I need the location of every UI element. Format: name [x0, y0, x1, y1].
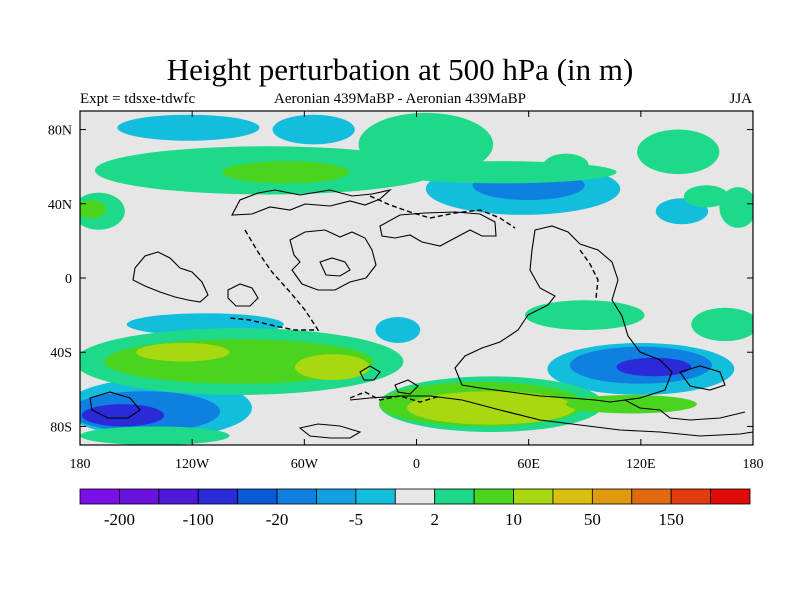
region-level-2	[683, 185, 729, 208]
colorbar-swatch	[434, 488, 475, 505]
colorbar-swatch	[276, 488, 317, 505]
colorbar-label: -5	[349, 510, 363, 529]
colorbar-label: -200	[104, 510, 135, 529]
region-level-2	[358, 112, 494, 176]
colorbar-swatch	[670, 488, 711, 505]
x-tick-label: 180	[70, 457, 91, 472]
plate-boundary-east	[579, 249, 599, 299]
region-level-2	[637, 129, 720, 175]
colorbar-label: -100	[183, 510, 214, 529]
colorbar-swatch	[197, 488, 239, 505]
region-level-2	[524, 300, 645, 330]
colorbar-swatch	[710, 488, 751, 505]
colorbar: -200 -100 -20 -5 2 10 50 150	[79, 488, 751, 529]
colorbar-swatch	[119, 488, 160, 505]
region-level--5	[375, 316, 421, 343]
region-level--100	[81, 404, 165, 427]
coastline-large-continent	[454, 225, 673, 403]
region-level--100	[616, 357, 692, 377]
x-axis: 180 120W 60W 0 60E 120E 180	[70, 111, 764, 472]
colorbar-swatch	[158, 488, 199, 505]
region-level-50	[294, 354, 370, 381]
region-level-10	[80, 200, 107, 219]
colorbar-label: 10	[505, 510, 522, 529]
colorbar-swatch	[79, 488, 120, 505]
region-level-10	[222, 161, 350, 184]
colorbar-label: 50	[584, 510, 601, 529]
region-level-50	[136, 342, 230, 362]
region-level--5	[117, 114, 260, 141]
coastline-north-bay	[319, 257, 351, 277]
perturbation-fields	[80, 112, 753, 445]
coastline-southern-islets	[359, 365, 419, 395]
coastline-western-island	[227, 283, 259, 307]
colorbar-label: -20	[266, 510, 289, 529]
y-axis: 80N 40N 0 40S 80S	[48, 124, 753, 435]
coastline-eastern-land	[379, 211, 497, 247]
chart-title: Height perturbation at 500 hPa (in m)	[166, 52, 634, 87]
x-tick-label: 60W	[291, 457, 319, 472]
colorbar-swatch	[316, 488, 357, 505]
colorbar-swatch	[631, 488, 672, 505]
period-label: Aeronian 439MaBP - Aeronian 439MaBP	[274, 91, 526, 107]
experiment-label: Expt = tdsxe-tdwfc	[80, 91, 196, 107]
colorbar-swatch	[591, 488, 633, 505]
plate-boundary-north	[369, 195, 516, 229]
coastline-southern-island	[298, 423, 362, 439]
region-level-2	[543, 153, 589, 176]
region-level-2	[691, 307, 753, 342]
y-tick-label: 0	[65, 272, 72, 287]
plate-boundaries	[229, 195, 599, 403]
x-tick-label: 60E	[517, 457, 540, 472]
colorbar-label: 150	[658, 510, 684, 529]
y-tick-label: 40N	[48, 198, 72, 213]
colorbar-swatch	[355, 488, 396, 505]
coastline-southwest-land	[89, 391, 141, 419]
region-level--5	[272, 114, 355, 145]
coastline-western-land	[132, 251, 209, 303]
colorbar-swatch	[513, 488, 554, 505]
y-tick-label: 80S	[50, 420, 72, 435]
colorbar-swatch	[473, 488, 514, 505]
season-label: JJA	[729, 91, 752, 107]
coastline-north-islands	[289, 229, 377, 291]
colorbar-label: 2	[430, 510, 439, 529]
plate-boundary-arc	[229, 229, 320, 331]
x-tick-label: 120E	[626, 457, 656, 472]
y-tick-label: 80N	[48, 124, 72, 139]
plate-boundary-south	[349, 391, 441, 403]
region-level-10	[566, 394, 697, 414]
x-tick-label: 180	[743, 457, 764, 472]
colorbar-swatch	[237, 488, 278, 505]
colorbar-swatch	[552, 488, 593, 505]
coastline-southeast-arc	[624, 399, 746, 421]
x-tick-label: 120W	[175, 457, 210, 472]
coastline-southeast-island	[679, 365, 726, 391]
y-tick-label: 40S	[50, 346, 72, 361]
x-tick-label: 0	[413, 457, 420, 472]
colorbar-swatch	[394, 488, 436, 505]
coastlines	[89, 189, 753, 439]
coastline-north-land	[231, 189, 392, 216]
region-level-2	[80, 426, 230, 445]
coastline-southern-strip	[349, 395, 753, 437]
